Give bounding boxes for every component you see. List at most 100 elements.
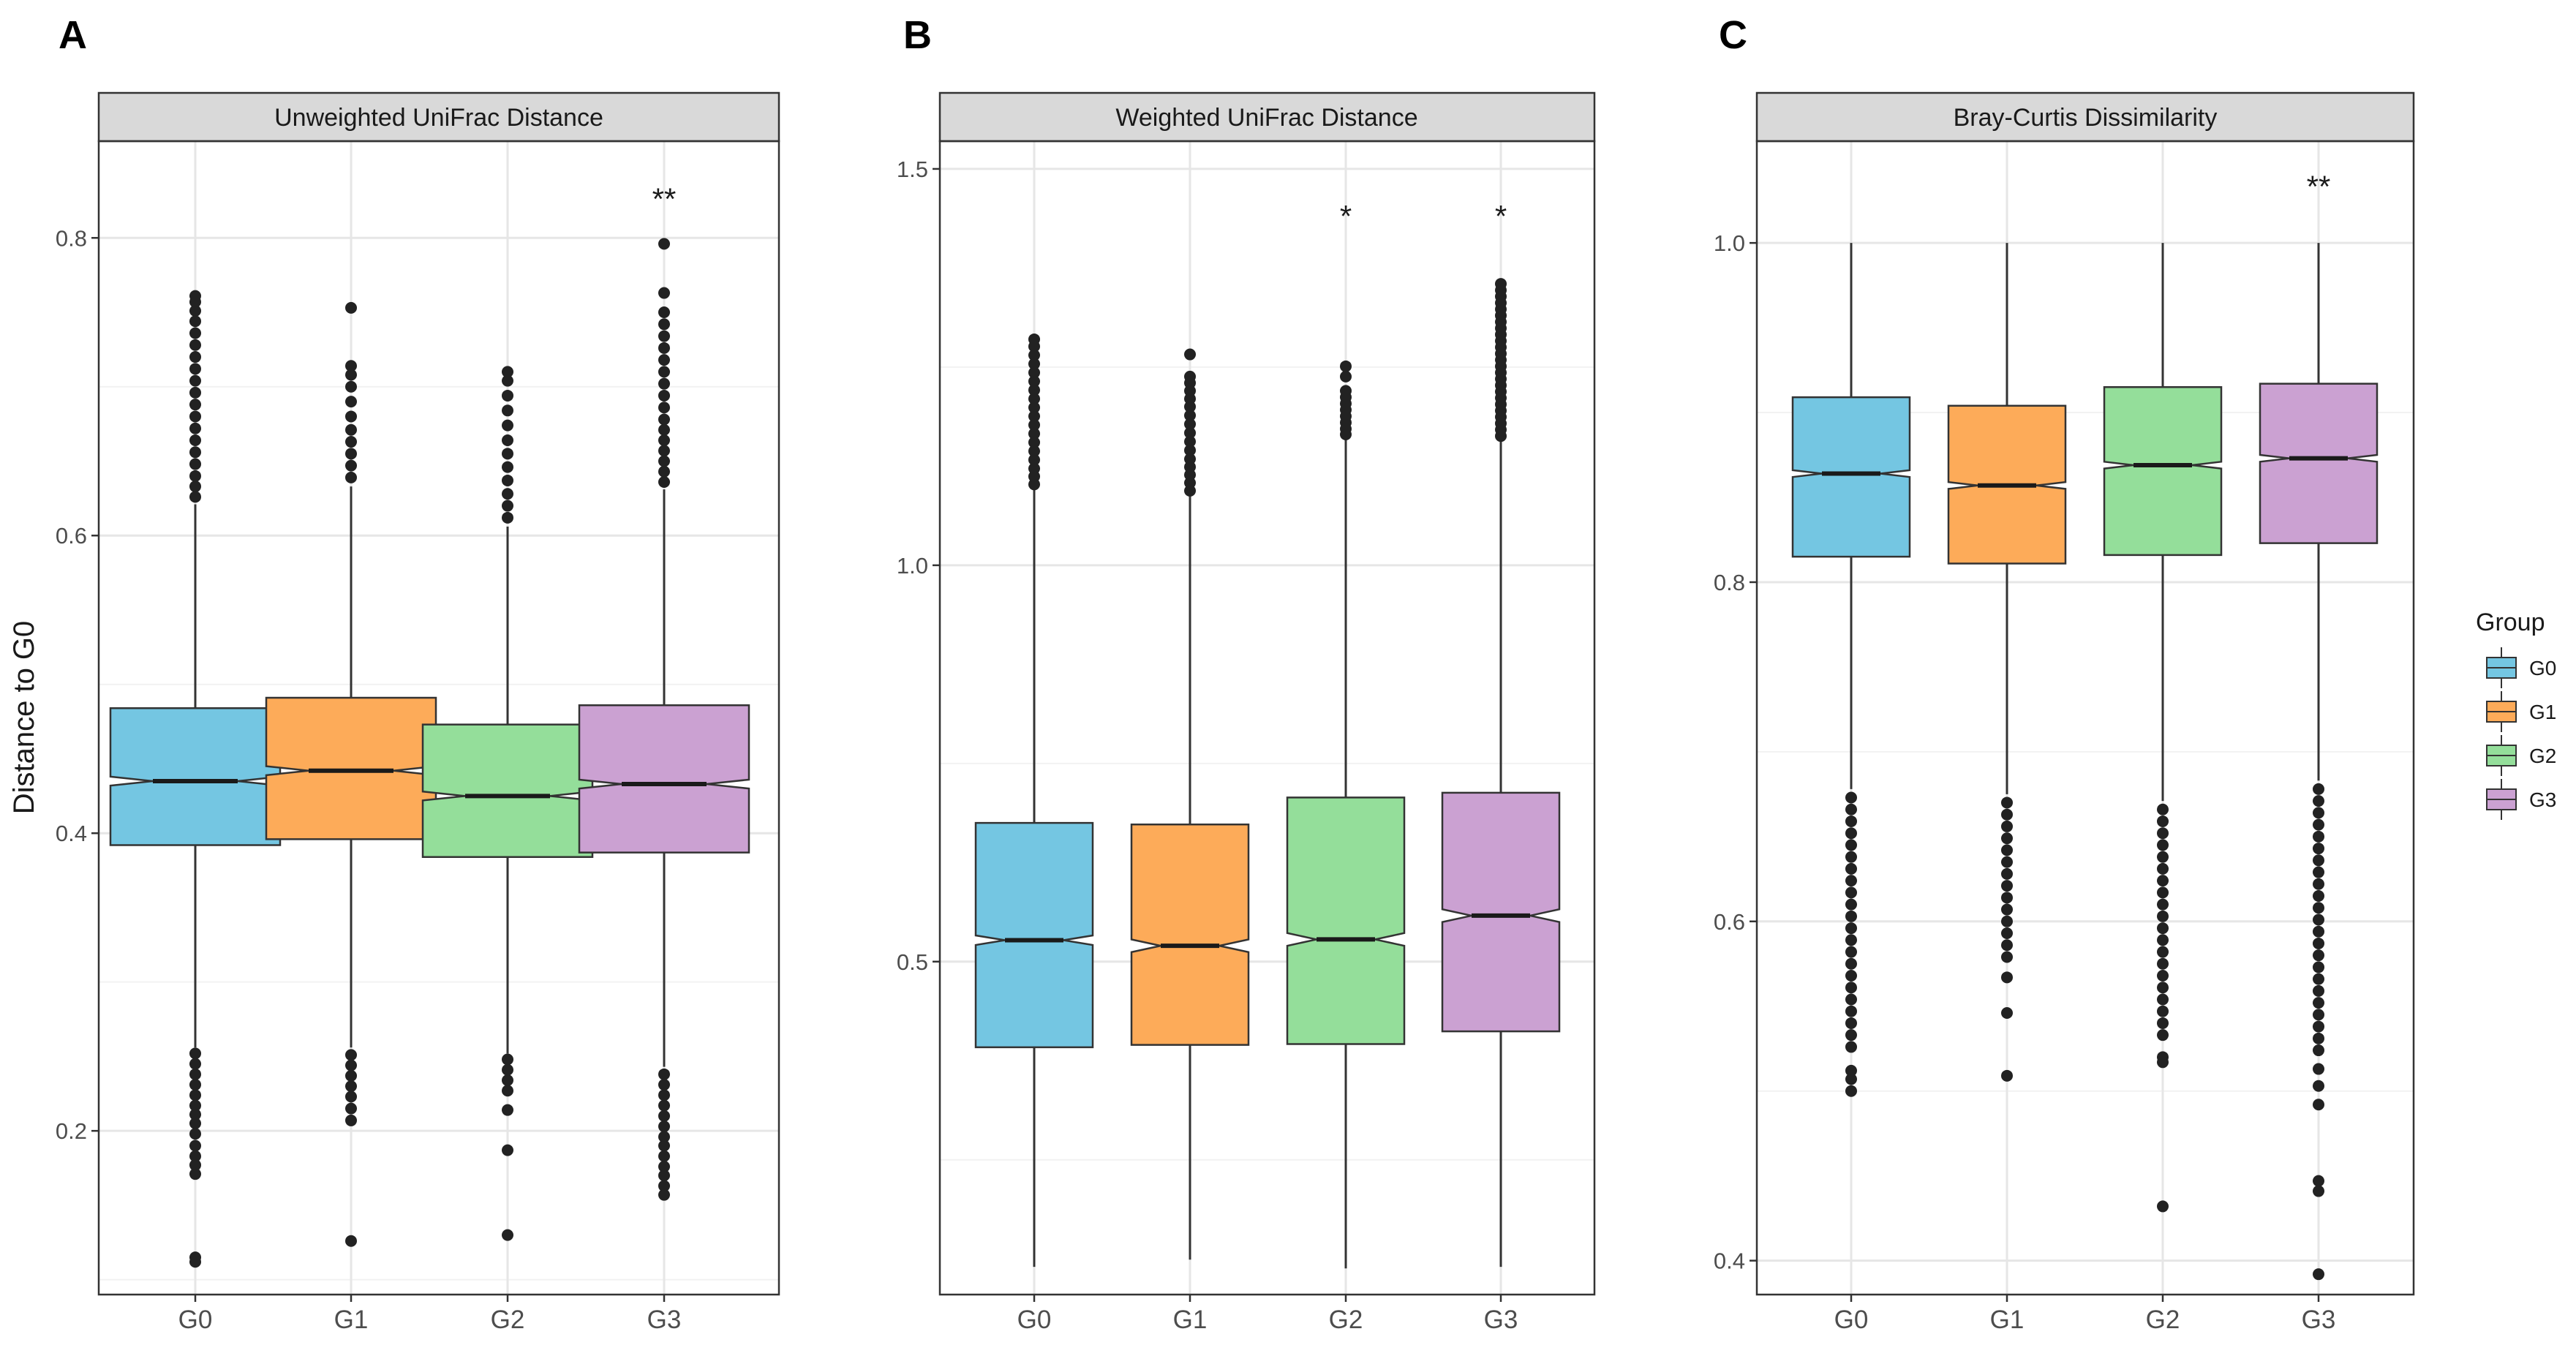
outlier-point bbox=[1845, 803, 1857, 816]
outlier-point bbox=[502, 1074, 513, 1086]
outlier-point bbox=[2157, 982, 2169, 994]
y-tick-label: 0.4 bbox=[56, 821, 87, 846]
outlier-point bbox=[2313, 843, 2324, 855]
outlier-point bbox=[1845, 970, 1857, 982]
legend: Group G0 G1 G2 G3 bbox=[2476, 609, 2556, 820]
outlier-point bbox=[1845, 982, 1857, 994]
x-tick-label: G3 bbox=[647, 1306, 682, 1334]
outlier-point bbox=[2157, 1200, 2169, 1213]
outlier-point bbox=[345, 301, 357, 314]
panel-b-ticks: 0.5 1.0 1.5 G0 G1 G2 G3 bbox=[897, 157, 1518, 1334]
outlier-point bbox=[2001, 971, 2013, 984]
outlier-point bbox=[2313, 984, 2324, 997]
outlier-point bbox=[1028, 419, 1040, 432]
outlier-point bbox=[345, 459, 357, 472]
outlier-point bbox=[2157, 851, 2169, 863]
box-g0 bbox=[974, 333, 1094, 1268]
box-body bbox=[974, 821, 1094, 1049]
box-g2 bbox=[1286, 360, 1406, 1269]
outlier-point bbox=[189, 1168, 201, 1180]
legend-label: G1 bbox=[2529, 701, 2556, 723]
outlier-point bbox=[189, 422, 201, 434]
panel-c-title: Bray-Curtis Dissimilarity bbox=[1954, 104, 2218, 132]
outlier-point bbox=[1028, 349, 1040, 361]
outlier-point bbox=[658, 1089, 670, 1101]
box-body bbox=[109, 707, 282, 846]
box-body bbox=[1791, 396, 1911, 558]
outlier-point bbox=[1028, 402, 1040, 414]
significance-mark: * bbox=[1495, 199, 1507, 233]
outlier-point bbox=[189, 1099, 201, 1112]
outlier-point bbox=[1184, 370, 1196, 383]
y-tick-label: 1.0 bbox=[1714, 230, 1745, 256]
x-tick-label: G2 bbox=[1329, 1306, 1363, 1334]
outlier-point bbox=[1028, 410, 1040, 423]
outlier-point bbox=[658, 423, 670, 436]
outlier-point bbox=[2001, 1069, 2013, 1082]
outlier-point bbox=[658, 354, 670, 366]
outlier-point bbox=[1340, 370, 1352, 383]
outlier-point bbox=[189, 1058, 201, 1070]
panel-b: Weighted UniFrac Distance * * 0.51.01.5G0… bbox=[897, 91, 1596, 1334]
box-g0 bbox=[1791, 243, 1911, 1097]
outlier-point bbox=[502, 366, 513, 378]
panel-letter-a: A bbox=[59, 13, 87, 57]
outlier-point bbox=[345, 1102, 357, 1115]
outlier-point bbox=[502, 474, 513, 486]
outlier-point bbox=[189, 1089, 201, 1101]
outlier-point bbox=[502, 1063, 513, 1076]
outlier-point bbox=[189, 1117, 201, 1129]
outlier-point bbox=[1845, 993, 1857, 1006]
outlier-point bbox=[502, 448, 513, 460]
outlier-point bbox=[1184, 418, 1196, 430]
outlier-point bbox=[345, 369, 357, 381]
outlier-point bbox=[2001, 844, 2013, 856]
outlier-point bbox=[2157, 946, 2169, 958]
outlier-point bbox=[345, 1091, 357, 1103]
outlier-point bbox=[1845, 1073, 1857, 1085]
outlier-point bbox=[2001, 939, 2013, 952]
x-tick-label: G2 bbox=[491, 1306, 525, 1334]
outlier-point bbox=[658, 366, 670, 378]
panel-c-boxes: ** bbox=[1791, 170, 2379, 1281]
y-tick-label: 0.8 bbox=[56, 225, 87, 251]
outlier-point bbox=[189, 290, 201, 302]
outlier-point bbox=[658, 434, 670, 447]
outlier-point bbox=[189, 446, 201, 459]
y-tick-label: 0.5 bbox=[897, 949, 928, 975]
box-body bbox=[1130, 824, 1250, 1046]
panel-b-grid bbox=[940, 141, 1594, 1295]
outlier-point bbox=[2313, 937, 2324, 949]
outlier-point bbox=[2313, 1009, 2324, 1021]
outlier-point bbox=[2157, 1029, 2169, 1042]
legend-label: G3 bbox=[2529, 788, 2556, 811]
outlier-point bbox=[658, 1120, 670, 1133]
panel-a-frame bbox=[97, 140, 780, 1296]
panel-c-frame bbox=[1755, 140, 2415, 1296]
x-tick-label: G1 bbox=[334, 1306, 369, 1334]
outlier-point bbox=[1845, 1064, 1857, 1077]
outlier-point bbox=[345, 1069, 357, 1082]
outlier-point bbox=[1028, 393, 1040, 405]
panel-c-ticks: 0.4 0.6 0.8 1.0 G0 G1 G2 G3 bbox=[1714, 230, 2335, 1334]
outlier-point bbox=[2313, 1044, 2324, 1057]
outlier-point bbox=[658, 1140, 670, 1152]
outlier-point bbox=[658, 1068, 670, 1080]
outlier-point bbox=[658, 465, 670, 478]
outlier-point bbox=[1845, 946, 1857, 958]
significance-mark: ** bbox=[652, 181, 677, 216]
outlier-point bbox=[345, 380, 357, 393]
outlier-point bbox=[345, 1049, 357, 1061]
outlier-point bbox=[189, 1256, 201, 1268]
outlier-point bbox=[2313, 795, 2324, 807]
y-tick-label: 0.4 bbox=[1714, 1248, 1745, 1274]
box-g3 bbox=[2259, 243, 2379, 1281]
outlier-point bbox=[2313, 949, 2324, 962]
outlier-point bbox=[189, 1068, 201, 1080]
box-body bbox=[1286, 796, 1406, 1045]
outlier-point bbox=[502, 500, 513, 512]
y-tick-label: 0.2 bbox=[56, 1118, 87, 1144]
outlier-point bbox=[189, 327, 201, 339]
outlier-point bbox=[2313, 973, 2324, 985]
outlier-point bbox=[1028, 453, 1040, 466]
